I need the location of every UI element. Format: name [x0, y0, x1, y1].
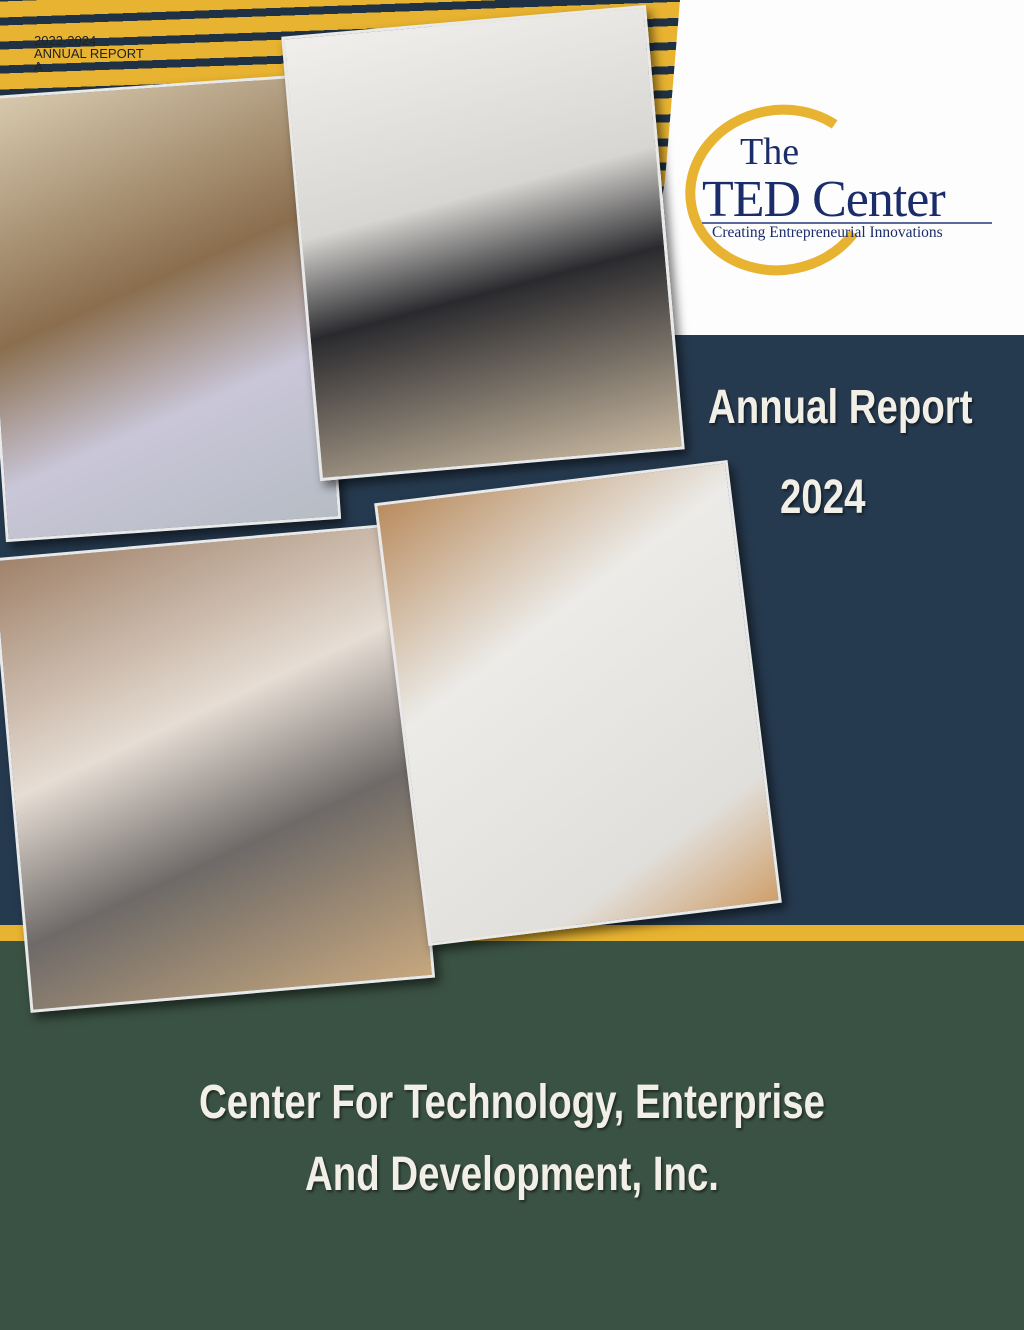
photo-signing-document — [374, 459, 782, 947]
logo-panel — [640, 0, 1024, 335]
report-title: Annual Report — [708, 381, 973, 434]
organization-name-line2: And Development, Inc. — [305, 1148, 719, 1201]
corner-label-letter: A — [34, 59, 43, 74]
logo-name: TED Center — [702, 171, 946, 228]
logo-divider — [702, 222, 992, 224]
photo-group-table — [0, 523, 436, 1013]
report-year: 2024 — [780, 471, 866, 524]
corner-label-title: ANNUAL REPORT — [34, 46, 144, 61]
organization-name-line1: Center For Technology, Enterprise — [199, 1076, 825, 1129]
corner-label-years: 2022-2024 — [34, 33, 97, 48]
photo-man-meeting — [281, 4, 685, 482]
green-footer-panel — [0, 941, 1024, 1330]
ted-center-logo: The TED Center Creating Entrepreneurial … — [671, 89, 1010, 291]
logo-tagline: Creating Entrepreneurial Innovations — [712, 224, 943, 241]
logo-the: The — [740, 131, 800, 173]
corner-label: 2022-2024 ANNUAL REPORT A — [34, 34, 144, 73]
